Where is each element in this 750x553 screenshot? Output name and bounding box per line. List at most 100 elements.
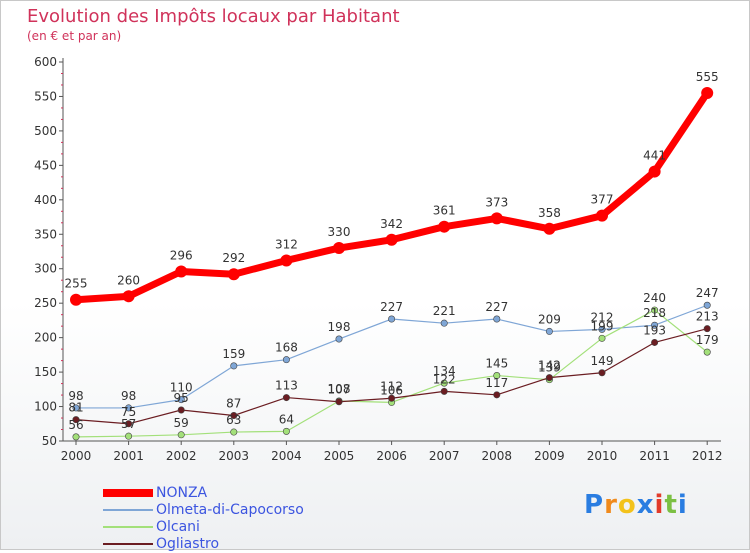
y-tick-label: 150 [34, 365, 57, 379]
data-point [598, 369, 606, 377]
data-label: 312 [275, 237, 298, 251]
data-point [545, 374, 553, 382]
legend-label: Olmeta-di-Capocorso [156, 502, 304, 518]
data-point [335, 398, 343, 406]
x-tick-label: 2012 [692, 449, 723, 463]
x-tick-label: 2010 [587, 449, 618, 463]
x-tick-label: 2003 [219, 449, 250, 463]
x-tick-label: 2006 [376, 449, 407, 463]
series-line-3 [75, 328, 708, 425]
data-point [125, 432, 133, 440]
y-tick-label: 50 [42, 434, 57, 448]
data-point [490, 212, 503, 225]
y-tick-label: 500 [34, 124, 57, 138]
data-point [122, 290, 135, 303]
data-label: 358 [538, 206, 561, 220]
data-point [70, 293, 82, 306]
data-point [72, 433, 80, 441]
data-point [438, 220, 451, 233]
data-point [227, 268, 240, 281]
data-label: 377 [591, 193, 614, 207]
legend-swatch [103, 543, 153, 545]
data-label: 59 [174, 416, 189, 430]
data-label: 134 [433, 364, 456, 378]
chart-subtitle: (en € et par an) [27, 29, 122, 43]
data-point [648, 165, 661, 178]
y-tick-label: 100 [34, 400, 57, 414]
y-tick-label: 300 [34, 262, 57, 276]
data-label: 95 [174, 391, 189, 405]
data-label: 57 [121, 417, 136, 431]
data-point [493, 372, 501, 380]
data-label: 122 [433, 372, 456, 386]
data-point [230, 362, 238, 370]
data-point [651, 321, 659, 329]
data-point [335, 335, 343, 343]
data-label: 247 [696, 286, 719, 300]
data-point [230, 412, 238, 420]
y-tick-label: 400 [34, 193, 57, 207]
data-point [177, 431, 185, 439]
data-label: 213 [696, 310, 719, 324]
data-label: 117 [485, 376, 508, 390]
data-label: 108 [328, 382, 351, 396]
data-label: 199 [591, 319, 614, 333]
legend-label: Olcani [156, 519, 200, 535]
logo-letter: r [604, 490, 618, 520]
x-tick-label: 2004 [271, 449, 302, 463]
data-point [72, 416, 80, 424]
data-label: 81 [68, 401, 83, 415]
x-tick-label: 2001 [113, 449, 144, 463]
data-label: 330 [328, 225, 351, 239]
data-point [598, 325, 606, 333]
x-tick-label: 2000 [61, 449, 92, 463]
data-point [701, 87, 714, 100]
data-label: 342 [380, 217, 403, 231]
data-point [543, 222, 556, 235]
y-tick-label: 450 [34, 158, 57, 172]
logo-letter: o [617, 490, 637, 520]
data-label: 260 [117, 273, 140, 287]
data-label: 361 [433, 204, 456, 218]
data-label: 240 [643, 291, 666, 305]
data-point [230, 428, 238, 436]
y-tick-label: 250 [34, 296, 57, 310]
data-point [282, 394, 290, 402]
data-point [651, 338, 659, 346]
logo-letter: x [636, 490, 655, 520]
data-point [596, 209, 608, 222]
data-point [282, 356, 290, 364]
data-label: 142 [538, 359, 561, 373]
data-label: 168 [275, 341, 298, 355]
data-label: 159 [222, 347, 245, 361]
data-label: 198 [328, 320, 351, 334]
data-label: 113 [275, 379, 298, 393]
data-point [493, 315, 501, 323]
data-label: 98 [121, 389, 136, 403]
proxiti-logo: Proxiti [584, 490, 688, 520]
logo-letter: t [664, 490, 678, 520]
data-label: 179 [696, 333, 719, 347]
chart-title: Evolution des Impôts locaux par Habitant [27, 6, 400, 27]
data-label: 227 [485, 300, 508, 314]
data-label: 555 [696, 70, 719, 84]
legend-label: Ogliastro [156, 536, 220, 552]
logo-letter: P [584, 490, 605, 520]
y-tick-label: 600 [34, 55, 57, 69]
data-label: 63 [226, 413, 241, 427]
data-point [125, 420, 133, 428]
data-label: 292 [222, 251, 245, 265]
data-label: 145 [485, 357, 508, 371]
x-tick-label: 2011 [639, 449, 670, 463]
data-label: 255 [65, 277, 88, 291]
data-point [388, 315, 396, 323]
data-point [177, 406, 185, 414]
data-label: 112 [380, 379, 403, 393]
y-tick-label: 550 [34, 89, 57, 103]
x-tick-label: 2005 [324, 449, 355, 463]
data-label: 149 [591, 354, 614, 368]
data-point [177, 396, 185, 404]
logo-letter: i [677, 490, 688, 520]
data-point [703, 348, 711, 356]
data-point [440, 319, 448, 327]
